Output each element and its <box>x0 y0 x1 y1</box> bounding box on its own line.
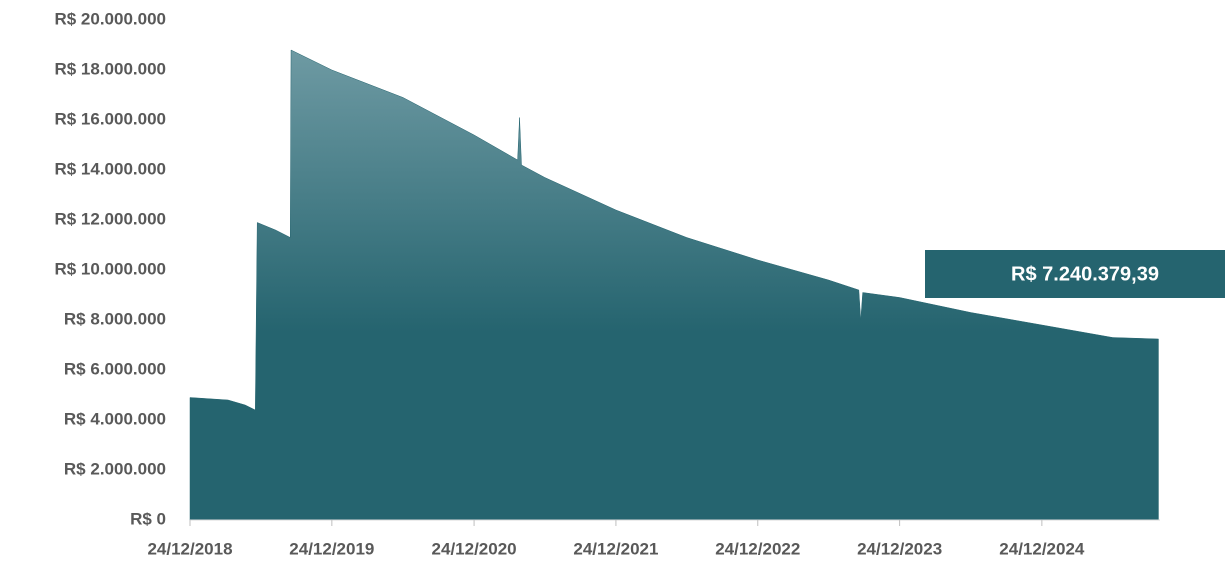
x-tick-label: 24/12/2018 <box>147 539 232 558</box>
y-tick-label: R$ 18.000.000 <box>54 59 166 78</box>
x-tick-label: 24/12/2020 <box>432 539 517 558</box>
x-tick-label: 24/12/2021 <box>573 539 658 558</box>
y-tick-label: R$ 12.000.000 <box>54 209 166 228</box>
x-tick-label: 24/12/2024 <box>999 539 1085 558</box>
y-tick-label: R$ 4.000.000 <box>64 409 166 428</box>
y-tick-label: R$ 20.000.000 <box>54 9 166 28</box>
y-tick-label: R$ 6.000.000 <box>64 359 166 378</box>
y-tick-label: R$ 2.000.000 <box>64 459 166 478</box>
x-tick-label: 24/12/2019 <box>289 539 374 558</box>
y-tick-label: R$ 16.000.000 <box>54 109 166 128</box>
y-tick-label: R$ 10.000.000 <box>54 259 166 278</box>
callout-label: R$ 7.240.379,39 <box>1011 263 1159 285</box>
y-tick-label: R$ 8.000.000 <box>64 309 166 328</box>
y-tick-label: R$ 0 <box>130 509 166 528</box>
y-tick-label: R$ 14.000.000 <box>54 159 166 178</box>
x-tick-label: 24/12/2022 <box>715 539 800 558</box>
x-tick-label: 24/12/2023 <box>857 539 942 558</box>
callout-box <box>925 250 1225 298</box>
area <box>189 49 1159 521</box>
